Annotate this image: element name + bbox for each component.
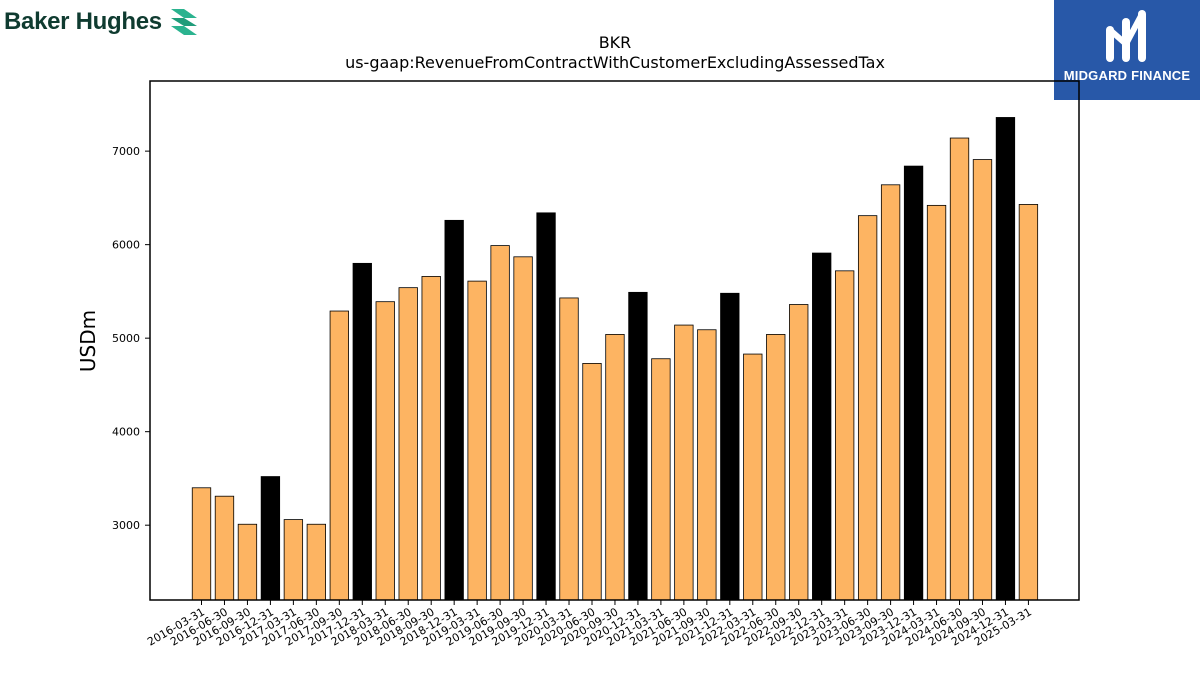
y-tick-label: 4000 — [112, 426, 140, 439]
bar-2024-03-31 — [926, 204, 947, 601]
bar-2019-12-31 — [536, 212, 556, 601]
bar-2018-03-31 — [375, 301, 395, 601]
plot-frame — [149, 80, 1080, 601]
bar-2018-06-30 — [398, 287, 418, 601]
y-axis-label: USDm — [76, 310, 100, 372]
bar-2022-09-30 — [789, 304, 809, 601]
bar-2016-06-30 — [214, 495, 235, 601]
bar-2020-12-31 — [628, 291, 648, 601]
bars-group — [191, 117, 1039, 601]
bar-2022-03-31 — [743, 353, 763, 601]
bar-2024-06-30 — [949, 137, 970, 601]
bar-2022-06-30 — [766, 334, 786, 601]
baker-hughes-wordmark: Baker Hughes — [4, 8, 162, 35]
bar-2022-12-31 — [812, 252, 832, 601]
bar-2023-12-31 — [903, 165, 924, 601]
y-tick-label: 5000 — [112, 332, 140, 345]
bar-2017-09-30 — [329, 310, 349, 601]
bar-2016-12-31 — [260, 476, 281, 601]
bar-2024-09-30 — [972, 159, 993, 601]
bar-2016-03-31 — [191, 487, 212, 601]
y-tick-label: 6000 — [112, 239, 140, 252]
bar-2025-03-31 — [1018, 204, 1039, 601]
baker-hughes-chevron-icon — [170, 9, 197, 35]
bar-2023-09-30 — [880, 184, 901, 601]
bar-2020-03-31 — [559, 297, 579, 601]
bar-2020-06-30 — [582, 363, 602, 601]
y-tick-label: 3000 — [112, 519, 140, 532]
bar-2019-03-31 — [467, 280, 487, 601]
bar-2019-06-30 — [490, 245, 510, 601]
y-tick-label: 7000 — [112, 145, 140, 158]
baker-hughes-logo: Baker Hughes — [4, 4, 200, 40]
bar-2017-03-31 — [283, 519, 304, 601]
bar-2018-09-30 — [421, 276, 441, 601]
bar-2019-09-30 — [513, 256, 533, 601]
bar-2017-06-30 — [306, 523, 327, 601]
bar-2021-03-31 — [651, 358, 671, 601]
bar-2016-09-30 — [237, 523, 258, 601]
bar-2021-06-30 — [674, 324, 694, 601]
bar-2023-03-31 — [835, 270, 855, 601]
bar-2024-12-31 — [995, 117, 1016, 601]
bar-2023-06-30 — [857, 215, 878, 601]
midgard-finance-wordmark: MIDGARD FINANCE — [1063, 68, 1191, 83]
x-axis: 2016-03-312016-06-302016-09-302016-12-31… — [145, 600, 1034, 649]
bar-2020-09-30 — [605, 334, 625, 601]
chart-subtitle: us-gaap:RevenueFromContractWithCustomerE… — [345, 53, 885, 72]
y-axis: 3000 4000 5000 6000 7000 — [112, 145, 150, 532]
bar-2017-12-31 — [352, 262, 372, 601]
bar-2021-12-31 — [720, 292, 740, 601]
midgard-m-icon — [1106, 10, 1146, 62]
bar-2021-09-30 — [697, 329, 717, 601]
bar-2018-12-31 — [444, 219, 464, 601]
chart-title: BKR — [599, 33, 632, 52]
midgard-finance-logo: MIDGARD FINANCE — [1054, 0, 1200, 100]
